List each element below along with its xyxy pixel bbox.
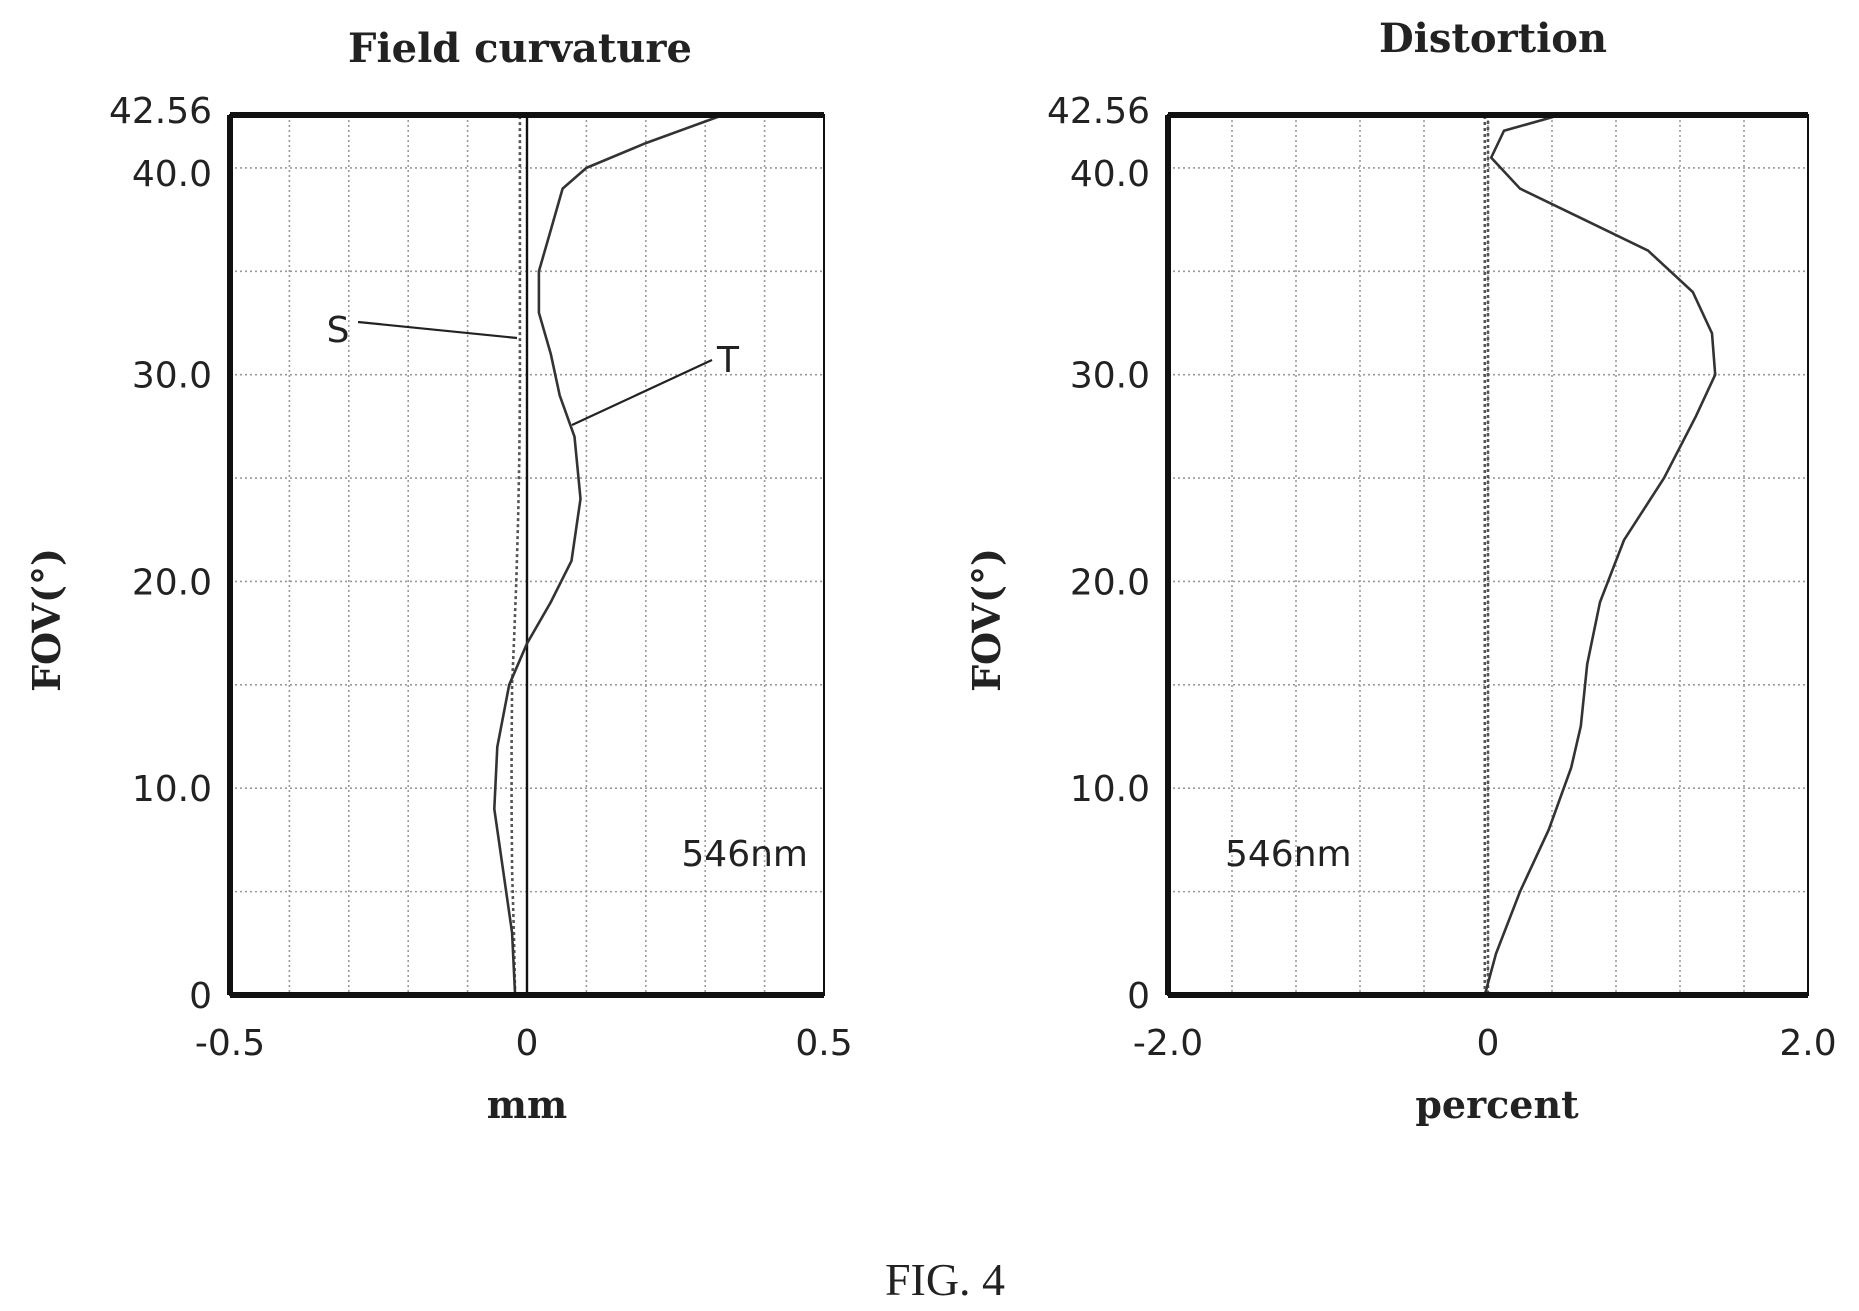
figure-caption: FIG. 4	[885, 1254, 1005, 1305]
t-leader-line	[571, 359, 713, 426]
y-tick-label: 0	[1127, 976, 1150, 1017]
s-leader-line	[357, 320, 518, 340]
x-tick-label: 0.5	[795, 1023, 852, 1064]
y-tick-label: 10.0	[1070, 769, 1150, 810]
field-curvature-chart: Field curvature 0 10.0 20.0 30.0 40.0 42.56 -…	[24, 25, 853, 1127]
grid	[1168, 115, 1808, 995]
y-tick-label: 30.0	[132, 356, 212, 397]
series-line	[1483, 113, 1717, 996]
x-tick-label: -0.5	[195, 1023, 265, 1064]
series-layer	[492, 113, 724, 996]
x-tick-labels: -0.5 0 0.5	[195, 1023, 853, 1064]
s-series-line	[510, 115, 522, 996]
y-tick-label: 40.0	[132, 154, 212, 195]
wavelength-annotation: 546nm	[681, 834, 808, 875]
x-axis-label: percent	[1415, 1082, 1579, 1127]
s-curve-label: S	[327, 310, 350, 351]
x-tick-label: 0	[1477, 1023, 1500, 1064]
y-tick-label: 42.56	[1047, 91, 1150, 132]
y-tick-label: 42.56	[109, 91, 212, 132]
y-axis-label: FOV(°)	[964, 548, 1009, 692]
chart-title: Field curvature	[348, 25, 692, 72]
x-tick-label: 0	[516, 1023, 539, 1064]
y-tick-labels: 0 10.0 20.0 30.0 40.0 42.56	[109, 91, 212, 1017]
chart-title: Distortion	[1379, 15, 1607, 62]
x-tick-label: -2.0	[1133, 1023, 1203, 1064]
wavelength-annotation: 546nm	[1225, 834, 1352, 875]
y-tick-label: 20.0	[1070, 562, 1150, 603]
y-tick-label: 0	[189, 976, 212, 1017]
distortion-chart: Distortion 0 10.0 20.0 30.0 40.0 42.56 -2.0 0 2…	[964, 15, 1837, 1127]
y-tick-label: 20.0	[132, 562, 212, 603]
x-tick-labels: -2.0 0 2.0	[1133, 1023, 1837, 1064]
grid	[230, 115, 824, 995]
y-tick-label: 30.0	[1070, 356, 1150, 397]
y-tick-label: 40.0	[1070, 154, 1150, 195]
y-axis-label: FOV(°)	[24, 548, 69, 692]
y-tick-label: 10.0	[132, 769, 212, 810]
x-tick-label: 2.0	[1779, 1023, 1836, 1064]
y-tick-labels: 0 10.0 20.0 30.0 40.0 42.56	[1047, 91, 1150, 1017]
x-axis-label: mm	[487, 1082, 567, 1127]
t-curve-label: T	[716, 340, 740, 381]
series-layer	[1483, 113, 1717, 996]
t-series-line	[492, 113, 724, 996]
